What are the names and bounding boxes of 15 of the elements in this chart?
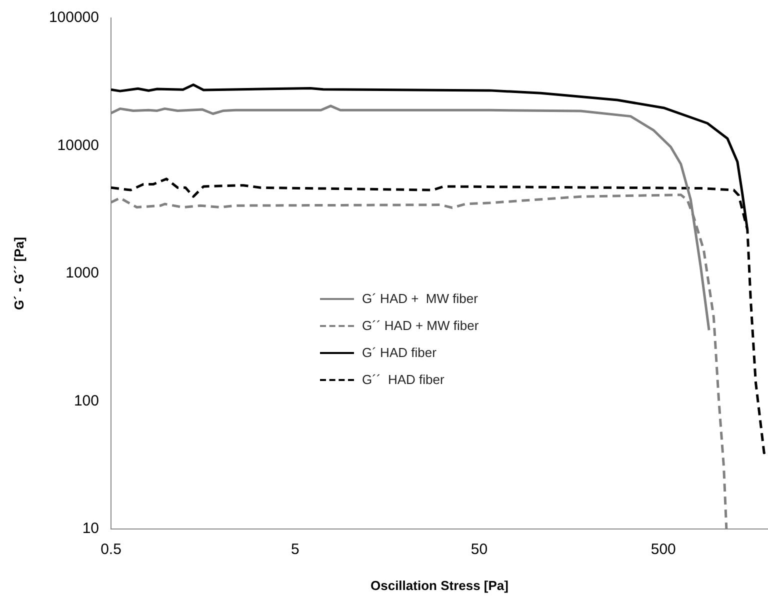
y-axis-title: G´ - G´´ [Pa]	[11, 237, 26, 310]
x-tick-label: 5	[290, 541, 300, 558]
x-axis-title: Oscillation Stress [Pa]	[370, 578, 508, 593]
y-tick-label: 10	[82, 520, 99, 538]
y-tick-label: 100000	[48, 9, 99, 26]
legend-label: G´´ HAD fiber	[362, 372, 444, 387]
y-tick-label: 10000	[57, 136, 99, 154]
legend-label: G´ HAD fiber	[362, 345, 436, 360]
legend-label: G´´ HAD + MW fiber	[362, 318, 479, 333]
y-tick-label: 1000	[66, 264, 99, 282]
x-tick-label: 0.5	[100, 541, 122, 558]
x-tick-label: 50	[470, 541, 488, 558]
legend-label: G´ HAD + MW fiber	[362, 291, 478, 306]
x-tick-label: 500	[650, 541, 676, 558]
y-tick-label: 100	[74, 392, 99, 410]
